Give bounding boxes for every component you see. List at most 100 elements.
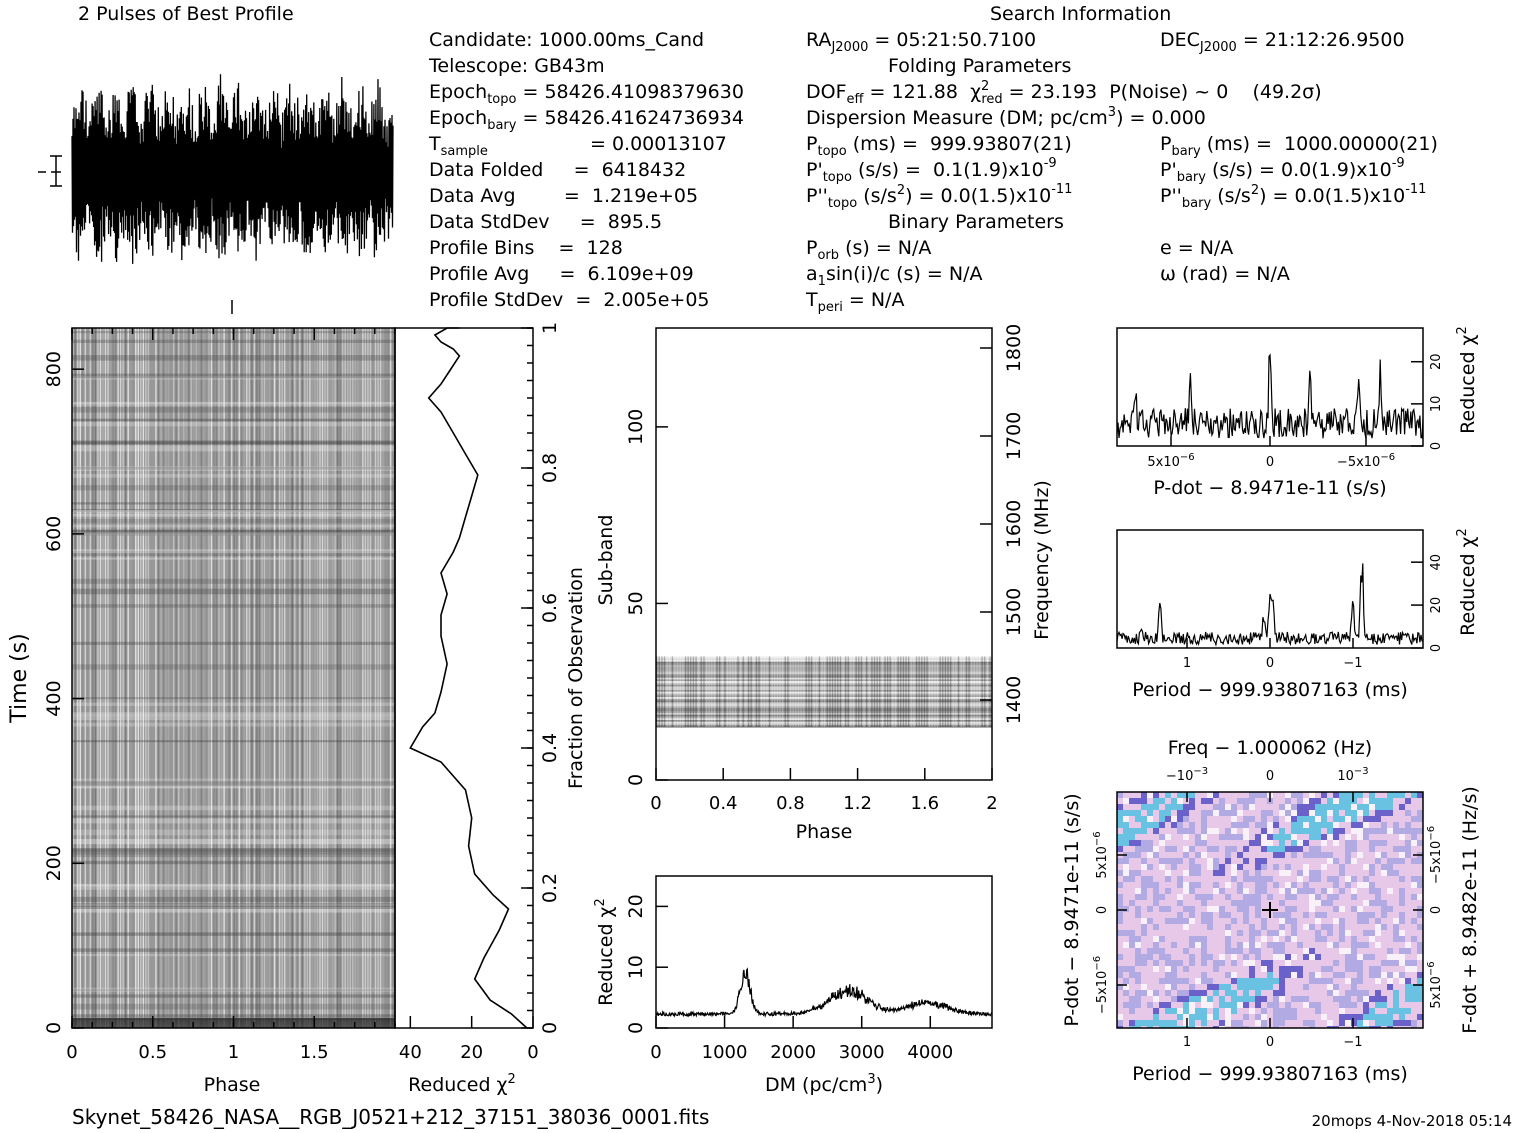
period-pdot-cell <box>1165 888 1171 894</box>
period-pdot-cell <box>1273 864 1279 870</box>
subband-column <box>986 656 989 727</box>
period-pdot-cell <box>1345 858 1351 864</box>
period-pdot-cell <box>1135 954 1141 960</box>
subband-column <box>721 656 723 727</box>
time-phase-column <box>258 328 261 1028</box>
period-pdot-cell <box>1261 924 1267 930</box>
profile-avg-line: Profile Avg = 6.109e+09 <box>429 263 694 285</box>
period-pdot-cell <box>1279 804 1285 810</box>
period-pdot-cell <box>1135 990 1141 996</box>
period-pdot-cell <box>1147 822 1153 828</box>
period-pdot-cell <box>1333 996 1339 1002</box>
period-pdot-cell <box>1399 876 1405 882</box>
time-phase-column <box>102 328 104 1028</box>
period-pdot-cell <box>1363 918 1369 924</box>
period-pdot-cell <box>1357 960 1363 966</box>
period-pdot-cell <box>1291 1008 1297 1014</box>
period-pdot-cell <box>1315 1002 1321 1008</box>
time-phase-column <box>321 328 324 1028</box>
subband-column <box>826 656 828 727</box>
period-pdot-cell <box>1177 816 1183 822</box>
period-pdot-cell <box>1117 858 1123 864</box>
period-pdot-cell <box>1243 828 1249 834</box>
period-pdot-cell <box>1231 978 1237 984</box>
period-pdot-cell <box>1141 840 1147 846</box>
period-pdot-cell <box>1411 996 1417 1002</box>
period-pdot-cell <box>1153 888 1159 894</box>
period-pdot-cell <box>1237 888 1243 894</box>
period-pdot-cell <box>1249 978 1255 984</box>
period-pdot-cell <box>1177 822 1183 828</box>
chi2-fraction-xlabel: Reduced χ2 <box>408 1072 516 1096</box>
period-pdot-cell <box>1387 906 1393 912</box>
period-pdot-cell <box>1273 834 1279 840</box>
period-pdot-cell <box>1381 870 1387 876</box>
time-phase-column <box>342 328 344 1028</box>
time-phase-image <box>72 328 395 1028</box>
period-pdot-cell <box>1351 804 1357 810</box>
period-pdot-cell <box>1159 954 1165 960</box>
period-pdot-cell <box>1177 798 1183 804</box>
subband-column <box>934 656 936 727</box>
period-pdot-cell <box>1261 1008 1267 1014</box>
period-pdot-cell <box>1171 942 1177 948</box>
subband-column <box>742 656 744 727</box>
time-phase-column <box>160 328 162 1028</box>
period-pdot-cell <box>1219 834 1225 840</box>
period-pdot-cell <box>1339 918 1345 924</box>
subband-column <box>784 656 786 727</box>
subband-column <box>955 656 957 727</box>
period-pdot-cell <box>1309 846 1315 852</box>
period-pdot-cell <box>1219 1026 1225 1028</box>
period-pdot-cell <box>1183 1008 1189 1014</box>
period-pdot-cell <box>1189 960 1195 966</box>
period-pdot-cell <box>1243 798 1249 804</box>
period-pdot-cell <box>1369 900 1375 906</box>
period-pdot-cell <box>1339 792 1345 798</box>
period-pdot-cell <box>1399 804 1405 810</box>
period-pdot-cell <box>1225 1020 1231 1026</box>
time-phase-ytick-label: 800 <box>43 351 65 387</box>
time-phase-row <box>72 903 395 909</box>
period-pdot-cell <box>1405 984 1411 990</box>
period-pdot-cell <box>1171 822 1177 828</box>
period-pdot-cell <box>1297 840 1303 846</box>
period-pdot-cell <box>1363 930 1369 936</box>
time-phase-column <box>283 328 286 1028</box>
period-pdot-cell <box>1393 972 1399 978</box>
period-pdot-cell <box>1357 978 1363 984</box>
period-pdot-cell <box>1225 942 1231 948</box>
period-pdot-cell <box>1327 900 1333 906</box>
period-pdot-cell <box>1237 882 1243 888</box>
period-pdot-cell <box>1387 810 1393 816</box>
subband-row <box>656 700 992 703</box>
subband-column <box>952 656 954 727</box>
time-phase-column <box>198 328 200 1028</box>
period-pdot-cell <box>1147 948 1153 954</box>
period-pdot-cell <box>1135 894 1141 900</box>
period-pdot-cell <box>1273 912 1279 918</box>
time-phase-column <box>248 328 251 1028</box>
time-phase-row <box>72 740 395 743</box>
period-pdot-cell <box>1183 816 1189 822</box>
subband-row <box>656 672 992 675</box>
period-pdot-cell <box>1369 816 1375 822</box>
period-pdot-cell <box>1327 810 1333 816</box>
time-phase-column <box>256 328 258 1028</box>
time-phase-row <box>72 715 395 721</box>
tperi-line: Tperi = N/A <box>805 289 904 315</box>
period-pdot-cell <box>1375 978 1381 984</box>
period-pdot-cell <box>1165 834 1171 840</box>
period-pdot-cell <box>1255 912 1261 918</box>
period-pdot-cell <box>1183 804 1189 810</box>
period-pdot-cell <box>1315 978 1321 984</box>
subband-column <box>900 656 902 727</box>
period-pdot-cell <box>1321 840 1327 846</box>
period-pdot-cell <box>1393 990 1399 996</box>
subband-column <box>950 656 952 727</box>
period-pdot-cell <box>1135 840 1141 846</box>
period-pdot-cell <box>1345 960 1351 966</box>
period-pdot-cell <box>1351 978 1357 984</box>
period-pdot-cell <box>1387 888 1393 894</box>
period-pdot-cell <box>1351 960 1357 966</box>
